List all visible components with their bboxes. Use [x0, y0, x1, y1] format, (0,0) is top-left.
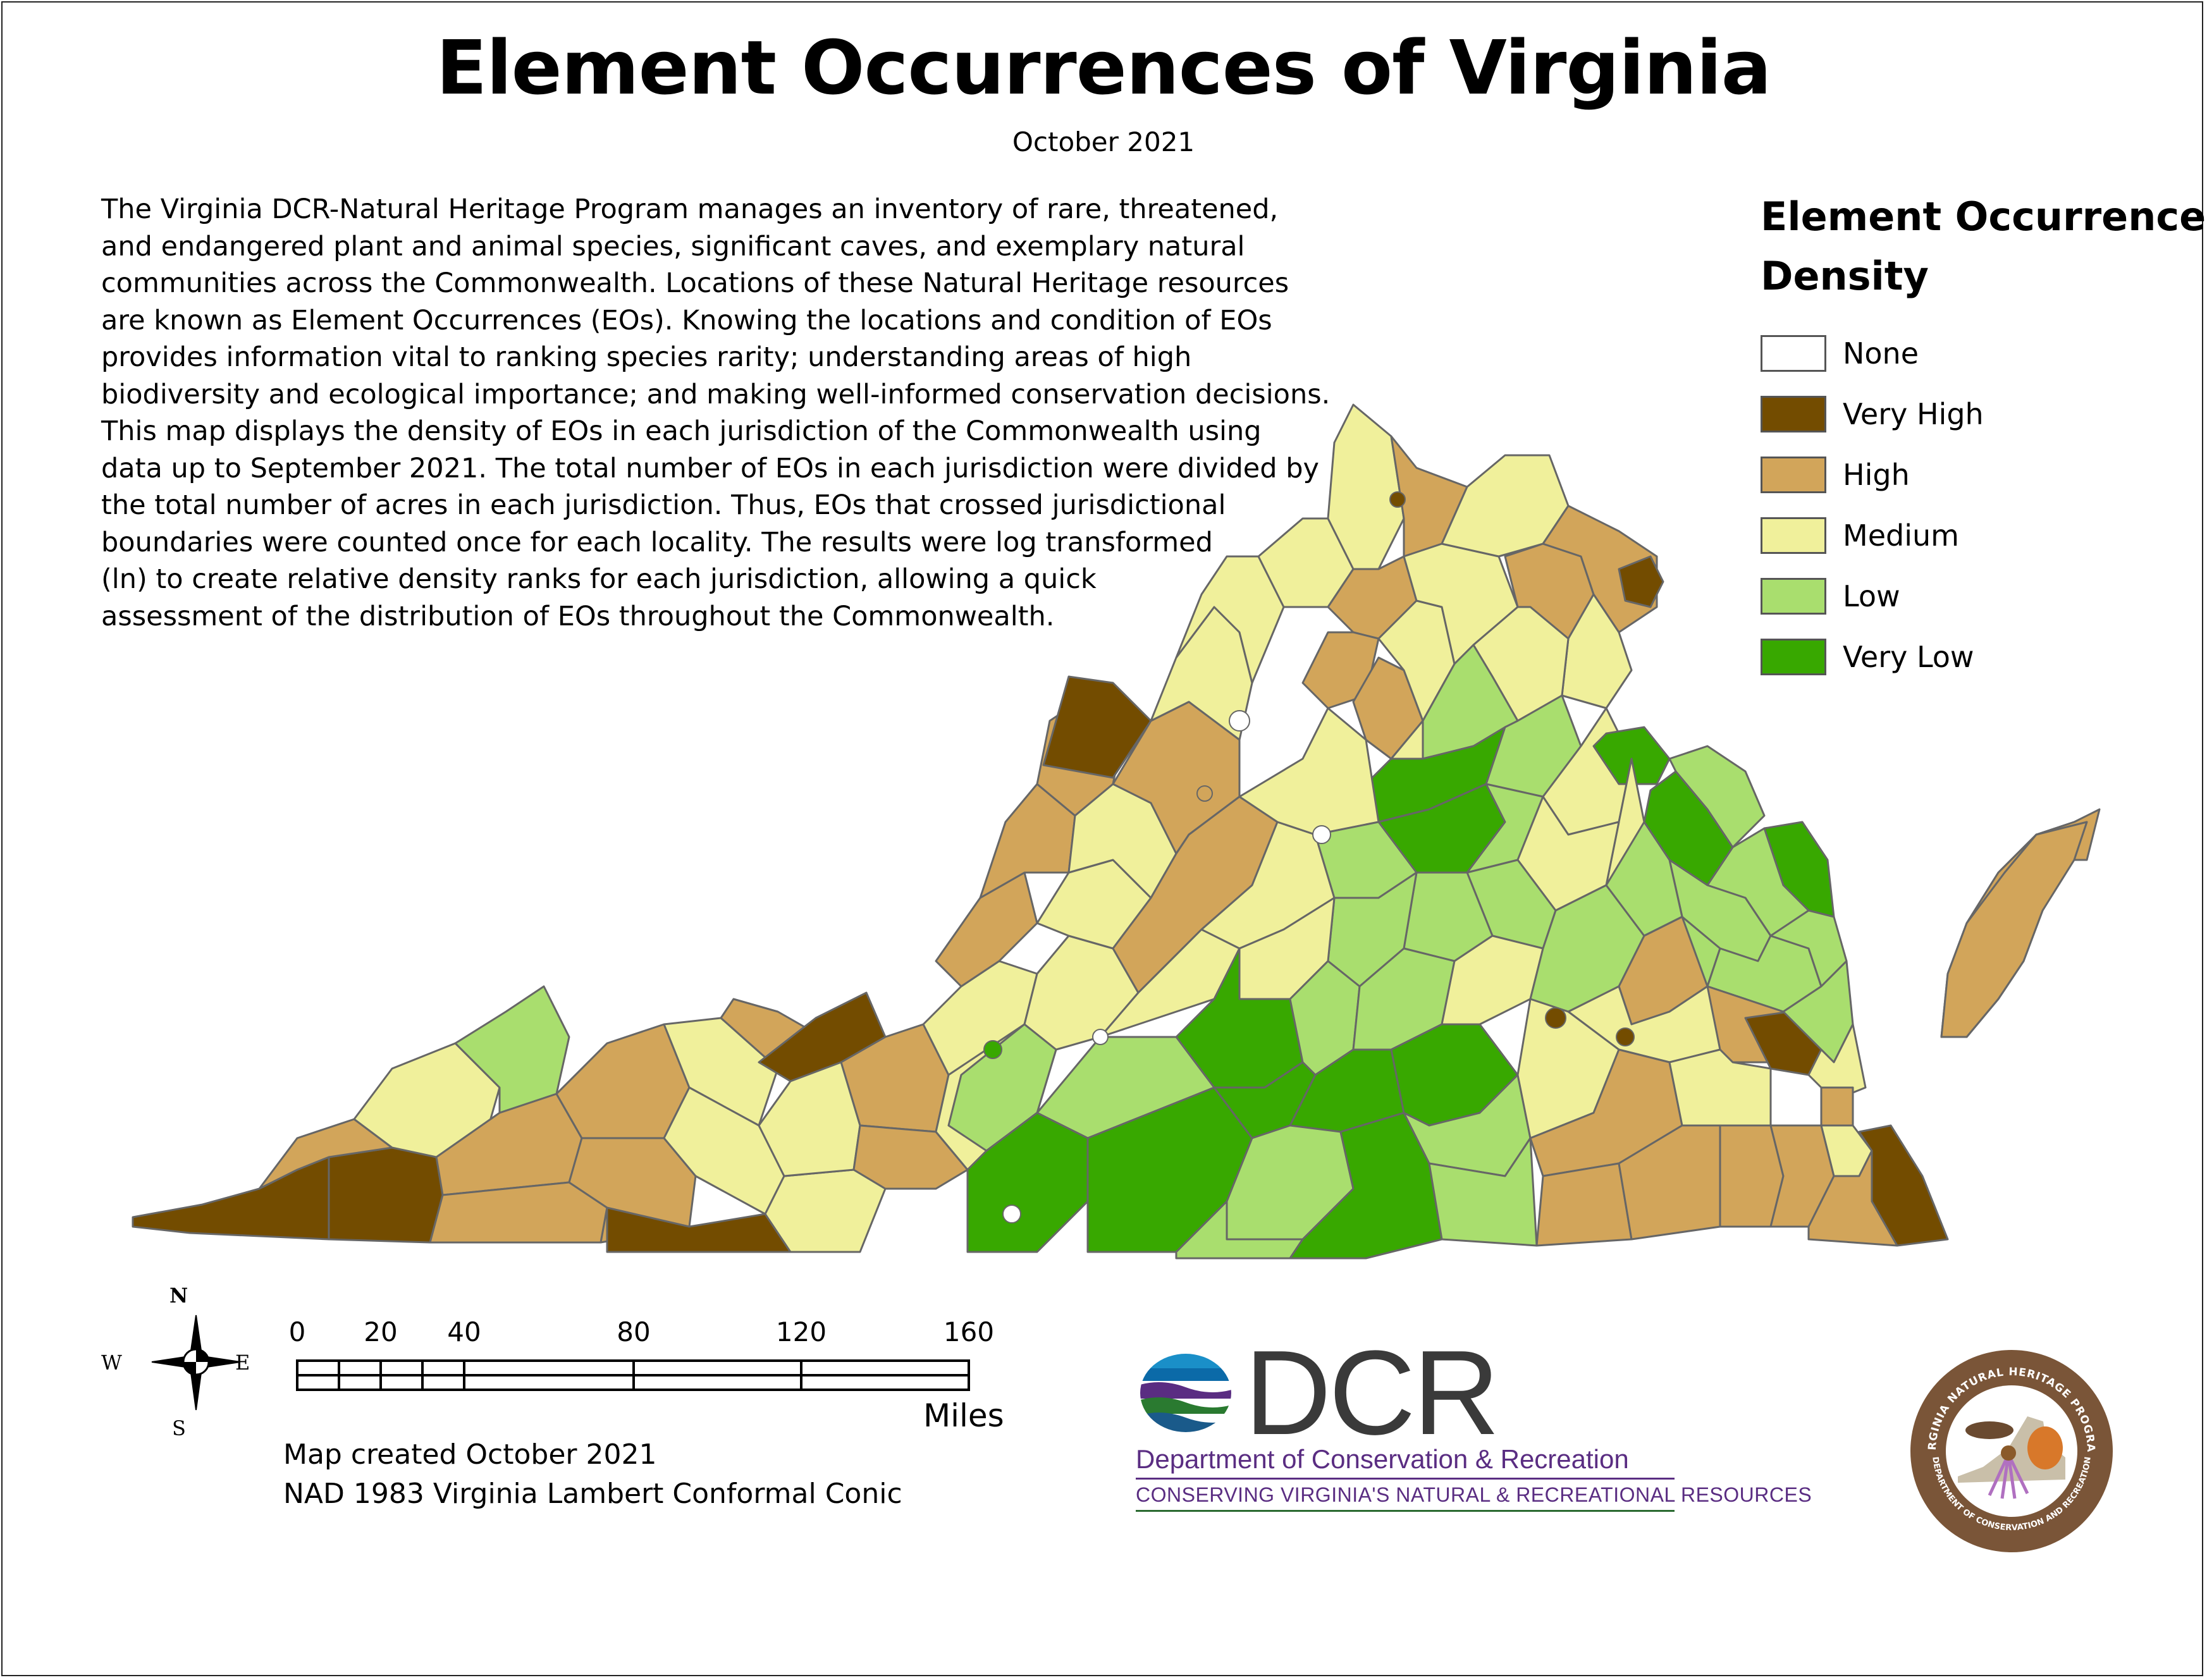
legend-title: Element Occurrence Density [1761, 187, 2206, 306]
map-credits: Map created October 2021 NAD 1983 Virgin… [283, 1435, 902, 1514]
county-region [1940, 821, 2088, 1038]
dcr-rule [1136, 1510, 1675, 1512]
county-region [1238, 707, 1380, 836]
legend-title-line: Element Occurrence [1761, 193, 2206, 240]
legend-label: Medium [1843, 518, 1959, 553]
legend-title-line: Density [1761, 253, 1929, 299]
dcr-tagline: CONSERVING VIRGINIA'S NATURAL & RECREATI… [1136, 1483, 1812, 1506]
scale-label: 0 [288, 1316, 306, 1347]
county-region [1042, 675, 1152, 779]
heritage-seal: VIRGINIA NATURAL HERITAGE PROGRAM DEPART… [1907, 1347, 2113, 1552]
scale-label: 80 [617, 1316, 651, 1347]
county-region [1807, 1023, 1867, 1101]
independent-city [1545, 1007, 1566, 1029]
legend-swatch [1761, 639, 1826, 675]
description-line: the total number of acres in each jurisd… [101, 489, 1226, 521]
compass-center-quadrant [196, 1349, 209, 1362]
scale-label: 120 [775, 1316, 827, 1347]
legend-swatch [1761, 517, 1826, 554]
county-region [966, 1112, 1089, 1253]
scale-label: 160 [943, 1316, 995, 1347]
compass-rose [151, 1315, 241, 1411]
compass-e: E [235, 1351, 250, 1375]
seal-bat-icon [1965, 1421, 2013, 1439]
independent-city [1312, 825, 1331, 844]
legend-label: Very Low [1843, 640, 1974, 674]
independent-city [1616, 1027, 1635, 1046]
credit-line: NAD 1983 Virginia Lambert Conformal Coni… [283, 1478, 902, 1510]
description-line: boundaries were counted once for each lo… [101, 526, 1213, 558]
description-line: biodiversity and ecological importance; … [101, 378, 1331, 410]
seal-butterfly-icon [2027, 1426, 2063, 1469]
independent-city [1002, 1205, 1021, 1223]
county-region [663, 1017, 779, 1127]
county-region [1605, 821, 1683, 937]
legend-label: High [1843, 458, 1910, 492]
description-line: are known as Element Occurrences (EOs). … [101, 304, 1272, 336]
credit-line: Map created October 2021 [283, 1438, 657, 1471]
compass-w: W [101, 1351, 122, 1375]
compass-n: N [169, 1284, 188, 1308]
independent-city [1389, 491, 1406, 508]
independent-city [1229, 710, 1250, 732]
map-subtitle: October 2021 [1012, 126, 1195, 157]
dcr-logo-emblem [1140, 1354, 1231, 1432]
legend-swatch [1761, 335, 1826, 372]
county-region [1428, 1137, 1538, 1247]
dcr-department: Department of Conservation & Recreation [1136, 1444, 1629, 1474]
map-title: Element Occurrences of Virginia [436, 24, 1772, 111]
dcr-wordmark: DCR [1245, 1326, 1500, 1460]
description-line: data up to September 2021. The total num… [101, 452, 1319, 484]
legend-label: None [1843, 336, 1919, 371]
scale-units: Miles [923, 1397, 1004, 1434]
legend-label: Very High [1843, 397, 1984, 431]
independent-city [1196, 785, 1213, 802]
description-text: The Virginia DCR-Natural Heritage Progra… [101, 191, 1366, 635]
county-region [1807, 1150, 1898, 1247]
description-line: and endangered plant and animal species,… [101, 230, 1245, 262]
legend-swatch [1761, 578, 1826, 615]
description-line: The Virginia DCR-Natural Heritage Progra… [101, 193, 1279, 225]
description-line: This map displays the density of EOs in … [101, 415, 1262, 447]
scale-label: 40 [447, 1316, 481, 1347]
dcr-rule [1136, 1478, 1675, 1480]
independent-city [1092, 1029, 1109, 1045]
description-line: communities across the Commonwealth. Loc… [101, 267, 1289, 299]
description-line: (ln) to create relative density ranks fo… [101, 563, 1097, 595]
scale-label: 20 [364, 1316, 398, 1347]
description-line: provides information vital to ranking sp… [101, 341, 1192, 373]
compass-s: S [172, 1416, 186, 1440]
legend-swatch [1761, 457, 1826, 493]
legend-swatch [1761, 396, 1826, 432]
county-region [454, 985, 570, 1114]
independent-city [983, 1040, 1002, 1059]
county-region [1618, 555, 1664, 608]
compass-center-quadrant [183, 1362, 196, 1375]
description-line: assessment of the distribution of EOs th… [101, 600, 1055, 632]
county-region [1668, 745, 1766, 849]
county-region [1668, 1048, 1772, 1127]
legend-label: Low [1843, 579, 1900, 613]
seal-flower-icon [1988, 1453, 2029, 1499]
